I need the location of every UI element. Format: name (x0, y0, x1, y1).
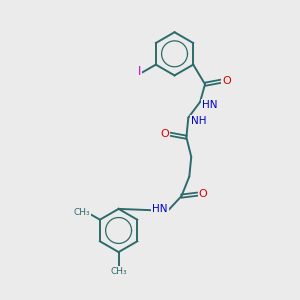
Text: CH₃: CH₃ (110, 267, 127, 276)
Text: NH: NH (191, 116, 207, 126)
Text: O: O (160, 129, 169, 139)
Text: HN: HN (152, 204, 168, 214)
Text: O: O (199, 189, 207, 199)
Text: HN: HN (202, 100, 218, 110)
Text: CH₃: CH₃ (74, 208, 90, 217)
Text: O: O (222, 76, 231, 86)
Text: I: I (138, 65, 141, 78)
